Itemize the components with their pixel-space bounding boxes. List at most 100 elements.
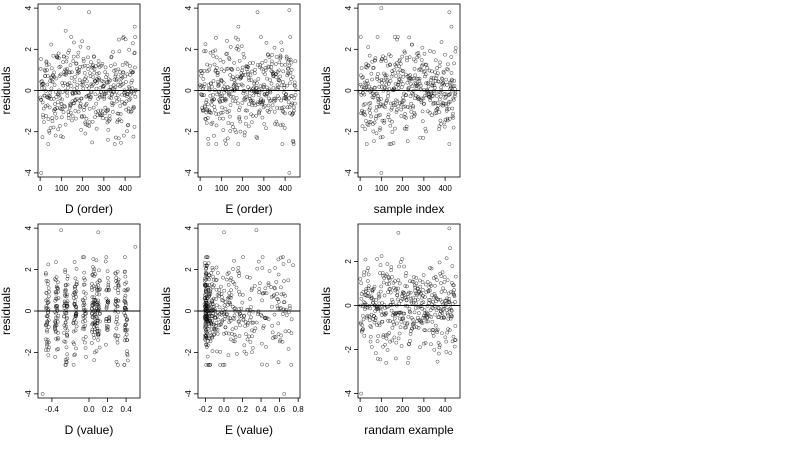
data-point: [42, 93, 47, 98]
data-point: [450, 264, 455, 268]
data-point: [225, 312, 229, 316]
data-point: [363, 85, 368, 90]
data-point: [395, 321, 399, 326]
data-point: [372, 320, 377, 325]
data-point: [272, 312, 277, 317]
data-point: [416, 305, 421, 310]
data-point: [369, 325, 374, 329]
data-point: [73, 352, 77, 357]
data-point: [53, 310, 57, 314]
data-point: [54, 76, 58, 81]
data-point: [405, 321, 410, 325]
data-point: [79, 96, 84, 101]
data-point: [360, 75, 365, 80]
data-point: [45, 314, 50, 319]
data-point: [379, 84, 384, 89]
data-point: [287, 105, 292, 109]
data-point: [228, 114, 232, 119]
data-point: [432, 49, 436, 54]
data-point: [377, 321, 381, 326]
data-point: [117, 37, 121, 42]
data-point: [398, 68, 403, 73]
data-point: [232, 332, 237, 337]
data-point: [382, 118, 387, 123]
data-point: [53, 290, 58, 294]
data-point: [111, 101, 116, 106]
data-point: [281, 292, 286, 296]
data-point: [103, 70, 108, 74]
data-point: [89, 95, 93, 99]
data-point: [210, 282, 214, 287]
x-tick-label: 100: [375, 405, 389, 414]
data-point: [256, 93, 261, 98]
data-point: [404, 115, 408, 120]
data-point: [249, 78, 254, 82]
data-point: [404, 124, 409, 129]
data-point: [84, 75, 88, 80]
data-point: [73, 299, 78, 304]
x-tick-label: -0.4: [45, 405, 59, 414]
data-point: [270, 330, 275, 335]
data-point: [396, 86, 401, 91]
data-point: [115, 120, 120, 124]
data-point: [47, 105, 52, 110]
data-point: [74, 62, 78, 66]
data-point: [434, 308, 439, 313]
data-point: [81, 59, 86, 63]
data-point: [113, 334, 118, 338]
data-point: [44, 344, 49, 348]
data-point: [74, 324, 79, 329]
data-point: [373, 318, 378, 323]
data-point: [447, 328, 452, 333]
data-point: [207, 88, 212, 92]
data-point: [63, 72, 68, 77]
data-point: [392, 68, 396, 72]
data-point: [206, 83, 211, 87]
data-point: [268, 90, 273, 95]
data-point: [376, 334, 381, 338]
data-point: [215, 80, 220, 84]
data-point: [44, 63, 49, 68]
data-point: [44, 298, 48, 303]
data-point: [219, 310, 224, 315]
data-point: [125, 327, 130, 332]
data-point: [122, 133, 126, 138]
data-point: [393, 356, 398, 361]
data-point: [211, 322, 216, 327]
data-point: [81, 86, 86, 91]
data-point: [76, 50, 81, 55]
data-point: [45, 68, 49, 72]
data-point: [236, 265, 241, 270]
data-point: [384, 82, 389, 87]
data-point: [102, 91, 107, 96]
data-point: [394, 64, 399, 69]
data-point: [453, 49, 458, 54]
data-point: [86, 55, 90, 60]
data-point: [262, 82, 266, 87]
data-point: [215, 73, 220, 77]
data-point: [270, 304, 274, 309]
data-point: [117, 49, 122, 54]
data-point: [379, 305, 384, 310]
data-point: [212, 104, 217, 109]
data-point: [271, 86, 276, 90]
data-point: [420, 96, 425, 101]
data-point: [217, 305, 222, 310]
data-point: [51, 125, 56, 130]
data-point: [256, 259, 261, 264]
data-point: [210, 266, 215, 270]
data-point: [72, 290, 77, 295]
data-point: [379, 171, 384, 175]
data-point: [83, 319, 88, 323]
data-point: [411, 300, 416, 305]
data-point: [64, 55, 69, 60]
data-point: [249, 305, 253, 309]
data-point: [44, 348, 48, 352]
data-point: [62, 70, 66, 74]
data-point: [106, 107, 110, 112]
y-tick-label: -4: [24, 169, 33, 177]
data-point: [437, 127, 441, 132]
data-point: [227, 331, 231, 336]
